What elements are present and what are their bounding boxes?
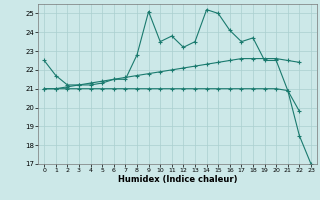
X-axis label: Humidex (Indice chaleur): Humidex (Indice chaleur) <box>118 175 237 184</box>
